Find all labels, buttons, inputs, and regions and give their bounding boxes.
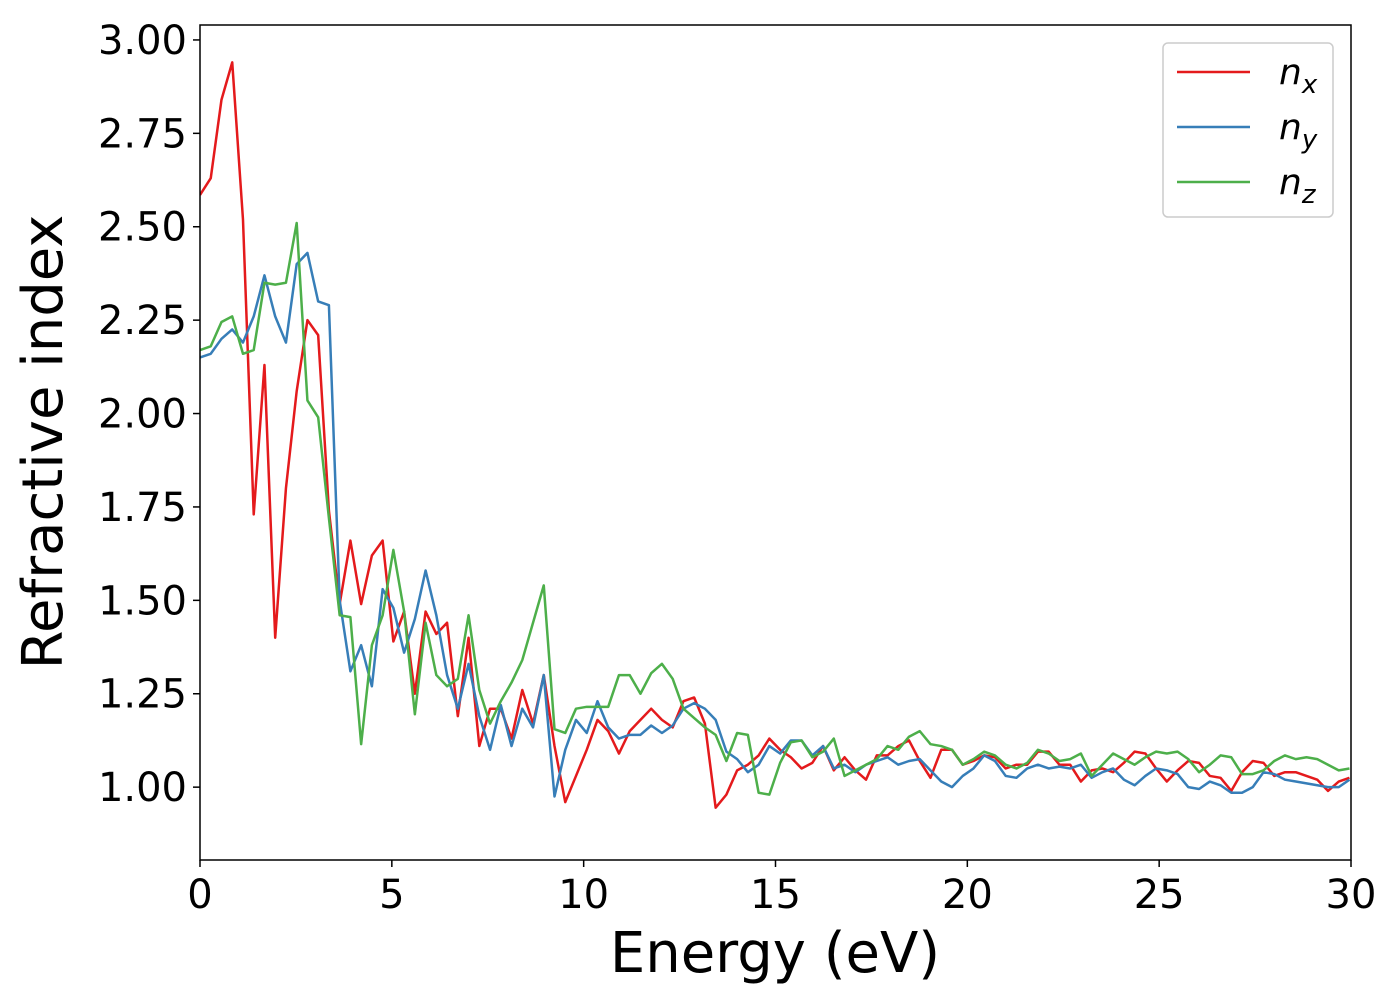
x-tick-label: 0: [187, 872, 212, 918]
x-axis-label: Energy (eV): [610, 921, 940, 986]
y-tick-label: 2.75: [98, 111, 187, 157]
x-tick-label: 25: [1134, 872, 1185, 918]
plot-frame: [199, 24, 1352, 861]
y-tick-label: 1.75: [98, 485, 187, 531]
y-tick-label: 3.00: [98, 18, 187, 64]
x-tick-label: 20: [942, 872, 993, 918]
y-tick-label: 2.00: [98, 392, 187, 438]
y-tick-label: 1.00: [98, 765, 187, 811]
x-tick-label: 5: [379, 872, 404, 918]
series-line: [200, 61, 1350, 809]
y-tick-label: 1.50: [98, 578, 187, 624]
x-tick-label: 30: [1326, 872, 1377, 918]
y-tick-label: 2.50: [98, 205, 187, 251]
plot-area: [200, 61, 1351, 809]
legend-label: nz: [1279, 162, 1317, 210]
x-tick-label: 10: [558, 872, 609, 918]
x-tick-label: 15: [750, 872, 801, 918]
y-tick-label: 1.25: [98, 672, 187, 718]
legend-box: [1162, 42, 1334, 218]
series-line: [200, 221, 1350, 796]
legend-label: ny: [1279, 107, 1318, 155]
y-tick-label: 2.25: [98, 298, 187, 344]
y-axis-label: Refractive index: [11, 215, 76, 670]
series-line: [200, 251, 1351, 798]
legend-label: nx: [1279, 52, 1318, 100]
